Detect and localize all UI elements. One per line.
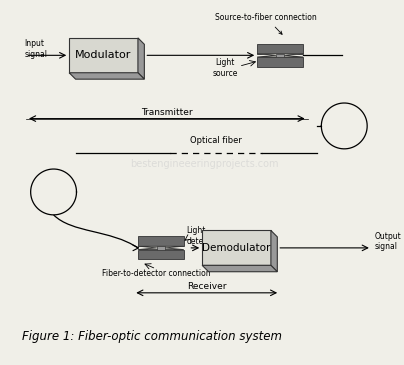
- Text: Output
signal: Output signal: [375, 232, 401, 251]
- Text: Source-to-fiber connection: Source-to-fiber connection: [215, 13, 317, 34]
- Text: Transmitter: Transmitter: [141, 108, 193, 117]
- Text: Receiver: Receiver: [187, 282, 227, 291]
- Polygon shape: [69, 73, 144, 79]
- Polygon shape: [202, 265, 277, 272]
- Text: Fiber-to-detector connection: Fiber-to-detector connection: [102, 269, 210, 278]
- Polygon shape: [157, 246, 165, 250]
- Polygon shape: [69, 38, 138, 73]
- Polygon shape: [138, 250, 184, 260]
- Text: Light
source: Light source: [213, 58, 238, 78]
- Polygon shape: [257, 57, 303, 67]
- Polygon shape: [257, 54, 303, 57]
- Polygon shape: [202, 230, 271, 265]
- Text: Input
signal: Input signal: [24, 39, 47, 59]
- Text: Demodulator: Demodulator: [202, 243, 271, 253]
- Polygon shape: [138, 246, 184, 250]
- Polygon shape: [271, 230, 277, 272]
- Polygon shape: [138, 236, 184, 246]
- Text: Figure 1: Fiber-optic communication system: Figure 1: Fiber-optic communication syst…: [22, 330, 282, 342]
- Text: Modulator: Modulator: [76, 50, 132, 60]
- Polygon shape: [138, 38, 144, 79]
- Text: Light
detector: Light detector: [187, 226, 219, 246]
- Polygon shape: [257, 44, 303, 54]
- Polygon shape: [276, 54, 284, 57]
- Text: bestengineeeringprojects.com: bestengineeeringprojects.com: [130, 160, 278, 169]
- Text: Optical fiber: Optical fiber: [190, 136, 242, 145]
